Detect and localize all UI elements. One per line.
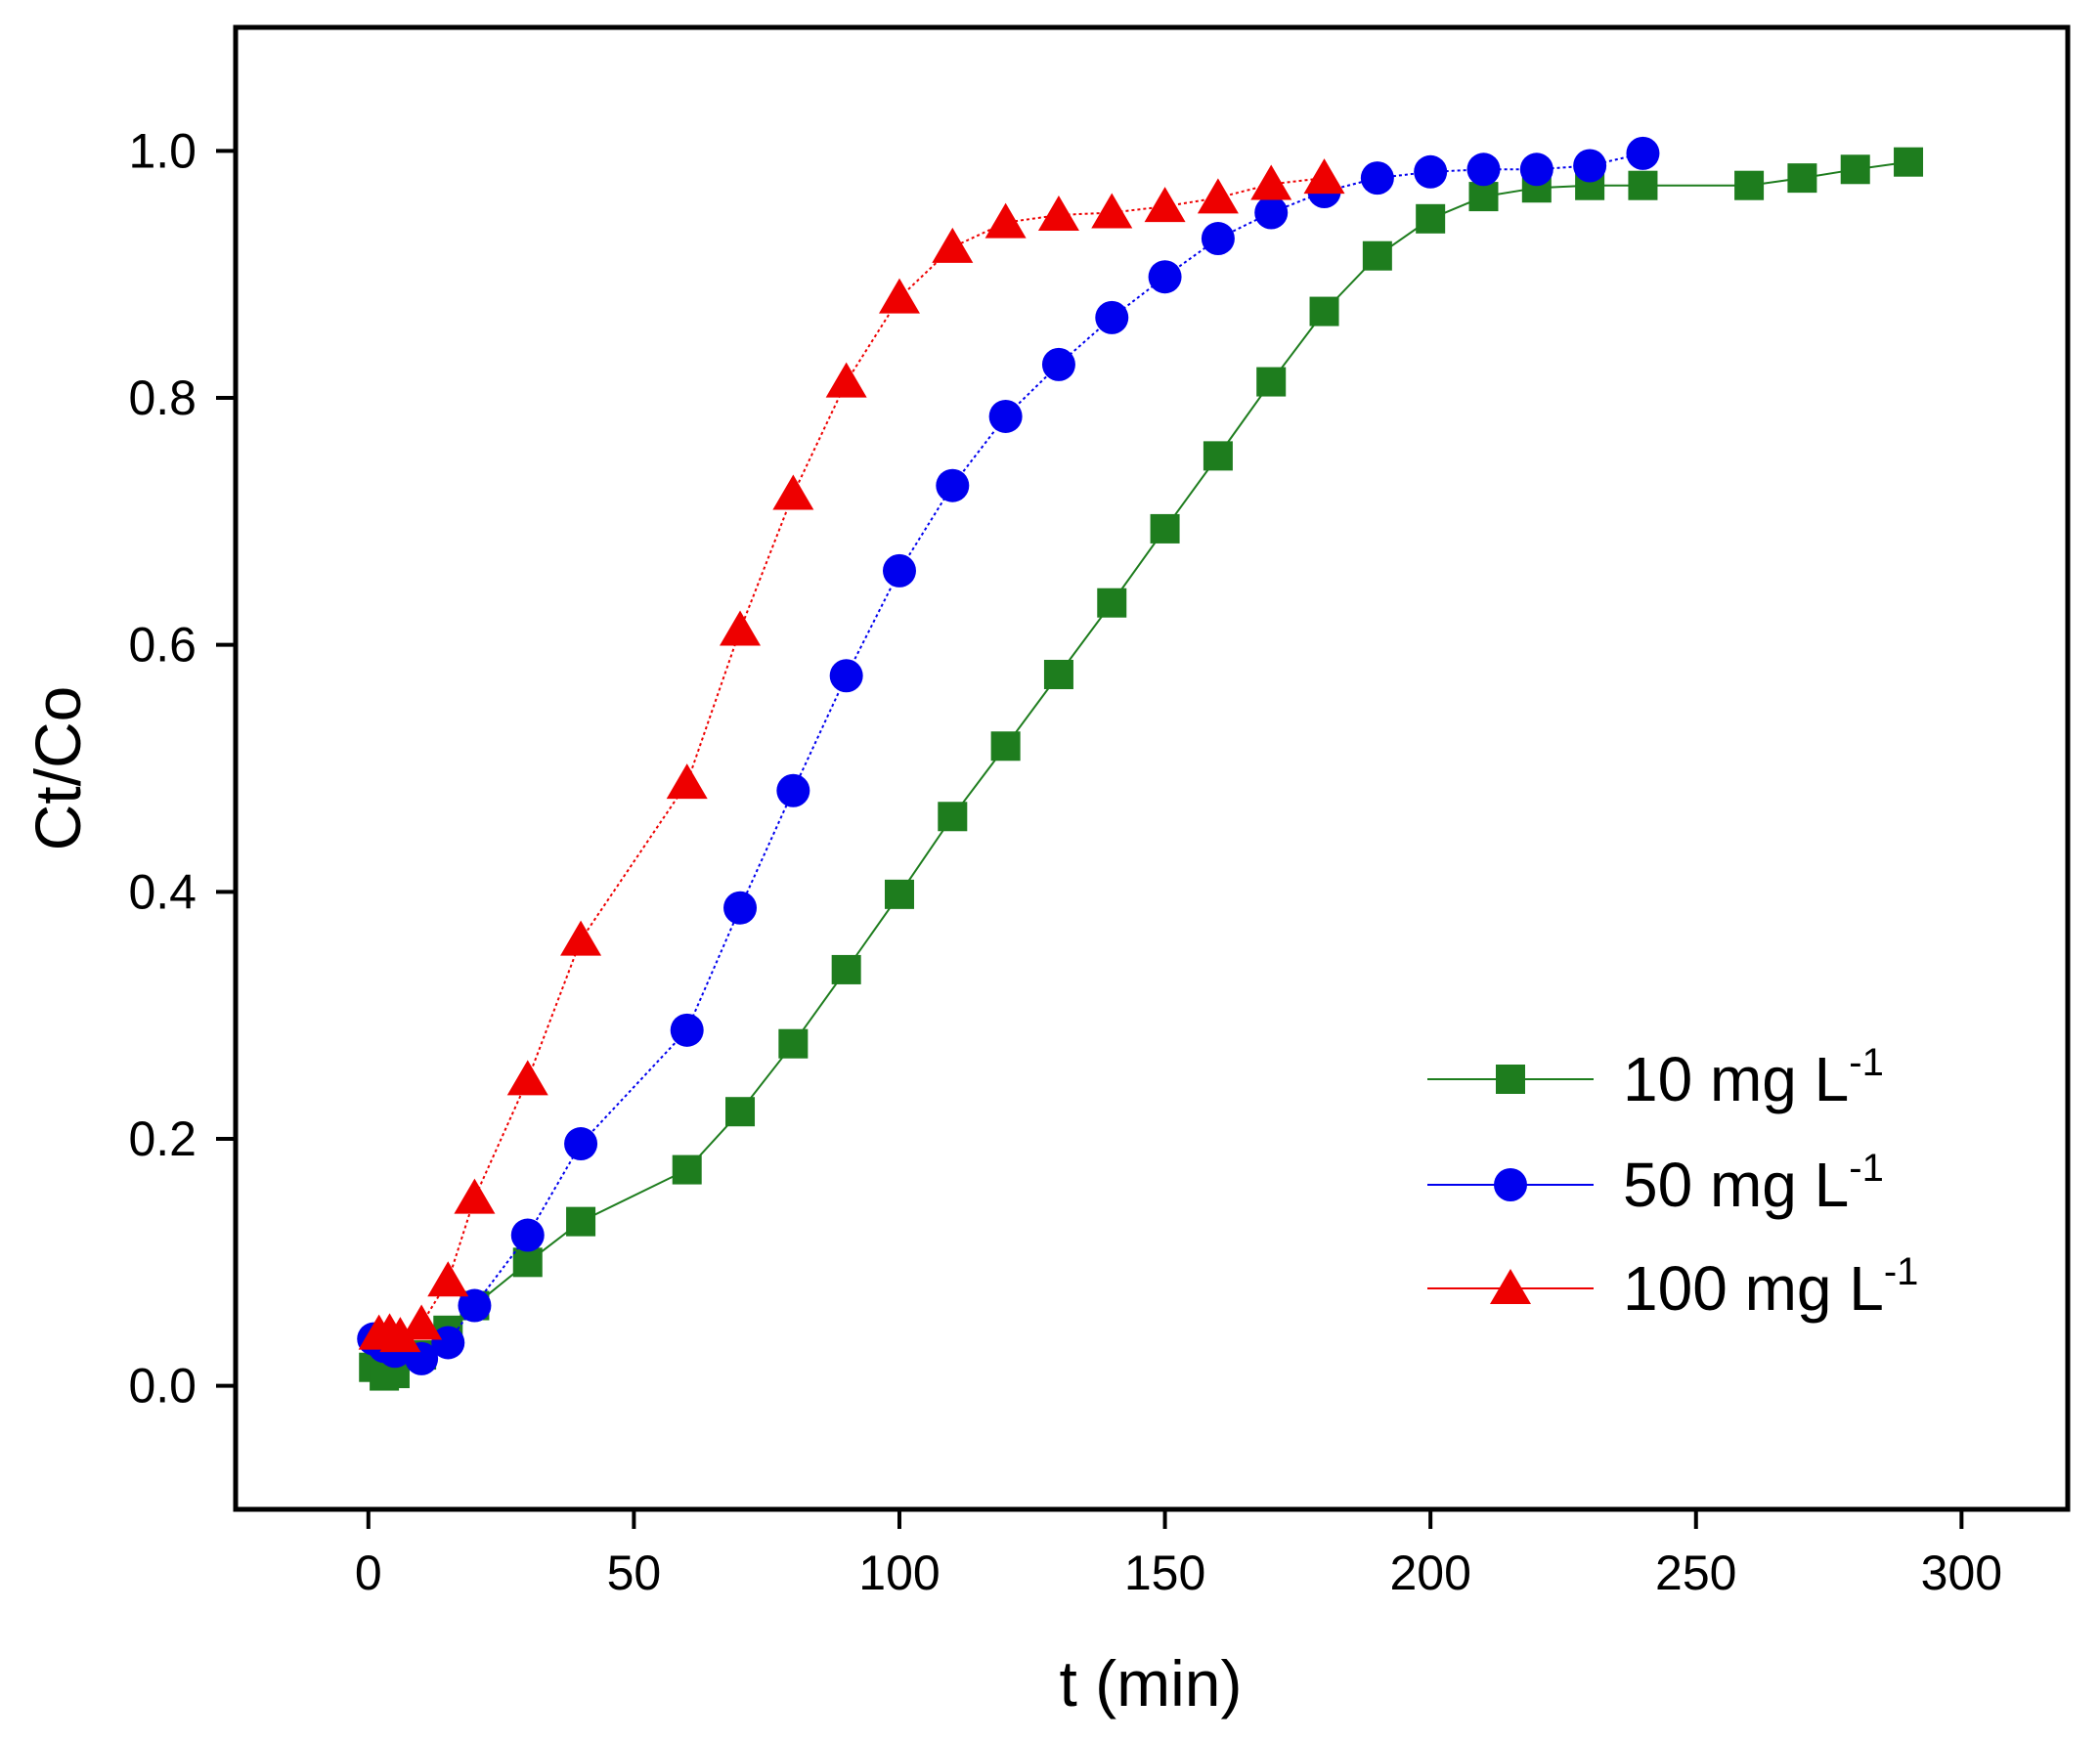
data-point [510,1218,545,1252]
data-point [776,773,810,807]
data-point [672,1154,702,1185]
x-tick-label: 150 [1124,1546,1205,1600]
data-point [884,879,914,909]
series-line [372,152,1643,1360]
data-point [564,1127,598,1161]
data-point [990,731,1021,762]
series-layer [357,136,1924,1391]
y-tick-label: 0.0 [128,1359,197,1414]
data-point [720,610,762,646]
y-tick-label: 0.6 [128,618,197,673]
legend-marker [1490,1269,1531,1304]
series-square [359,147,1924,1391]
x-tick-label: 200 [1389,1546,1470,1600]
data-point [725,1097,756,1127]
x-tick-label: 300 [1921,1546,2002,1600]
legend-item: 100 mg L-1 [1427,1250,1918,1324]
data-point [1203,441,1233,471]
data-point [1894,147,1924,177]
data-point [1144,187,1186,223]
data-point [1097,588,1127,618]
data-point [1041,347,1075,381]
data-point [938,802,968,832]
y-tick-label: 0.8 [128,370,197,425]
legend-label: 50 mg L-1 [1623,1147,1884,1220]
data-point [984,202,1027,239]
data-point [1095,300,1129,334]
data-point [1362,240,1392,271]
x-axis: 0 50 100 150 200 250 300 [355,1509,2002,1600]
data-point [778,1028,809,1059]
x-tick-label: 0 [355,1546,382,1600]
data-point [379,1317,421,1353]
data-point [1573,149,1607,183]
data-point [1197,178,1239,214]
data-point [831,954,861,984]
data-point [882,553,916,588]
data-point [666,763,708,800]
data-point [401,1304,443,1340]
y-tick-label: 0.4 [128,864,197,919]
data-point [1416,203,1446,234]
x-tick-label: 250 [1655,1546,1736,1600]
data-point [936,468,970,502]
data-point [1519,152,1553,187]
data-point [1309,296,1339,327]
data-point [1360,161,1394,196]
data-point [1037,196,1079,232]
data-point [1303,158,1345,195]
x-axis-title: t (min) [1060,1647,1243,1720]
legend: 10 mg L-1 50 mg L-1 100 mg L-1 [1427,1041,1918,1324]
legend-marker [1496,1065,1525,1094]
legend-item: 10 mg L-1 [1427,1041,1884,1114]
y-axis: 0.0 0.2 0.4 0.6 0.8 1.0 [128,123,236,1414]
data-point [1043,659,1073,689]
data-point [988,399,1023,433]
legend-label: 10 mg L-1 [1623,1041,1884,1114]
data-point [1466,152,1501,187]
data-point [1254,196,1289,230]
series-triangle [358,158,1345,1353]
legend-item: 50 mg L-1 [1427,1147,1884,1220]
x-tick-label: 100 [858,1546,940,1600]
plot-frame [233,24,2071,1512]
y-tick-label: 1.0 [128,123,197,178]
data-point [932,227,974,263]
data-point [1201,222,1235,256]
data-point [506,1060,548,1096]
legend-label: 100 mg L-1 [1623,1250,1918,1324]
data-point [454,1178,496,1214]
data-point [427,1261,469,1297]
data-point [1787,163,1817,194]
legend-marker [1494,1168,1527,1201]
data-point [566,1206,596,1237]
data-point [431,1326,465,1360]
data-point [1468,182,1499,212]
y-tick-label: 0.2 [128,1111,197,1166]
data-point [1148,260,1182,294]
data-point [560,920,602,956]
x-tick-label: 50 [607,1546,662,1600]
data-point [1250,164,1292,200]
y-axis-title: Ct/Co [22,686,94,851]
data-point [1256,367,1287,397]
data-point [829,659,863,693]
data-point [825,362,867,398]
series-line [378,177,1325,1338]
data-point [512,1247,543,1278]
data-point [1628,170,1658,200]
data-point [458,1288,492,1323]
data-point [772,474,814,510]
data-point [723,891,758,925]
data-point [1840,154,1870,185]
data-point [878,278,920,314]
data-point [1414,154,1448,189]
data-point [670,1013,704,1047]
data-point [1626,136,1660,170]
data-point [1150,513,1180,544]
data-point [1091,193,1133,229]
data-point [1734,170,1765,200]
